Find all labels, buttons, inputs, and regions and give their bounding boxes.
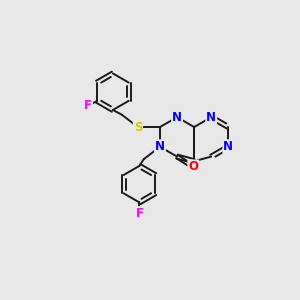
- Text: O: O: [188, 160, 198, 173]
- Text: N: N: [172, 111, 182, 124]
- Text: F: F: [84, 100, 92, 112]
- Text: N: N: [155, 140, 165, 153]
- Text: S: S: [134, 121, 142, 134]
- Text: F: F: [135, 207, 143, 220]
- Text: N: N: [206, 111, 216, 124]
- Text: N: N: [223, 140, 233, 153]
